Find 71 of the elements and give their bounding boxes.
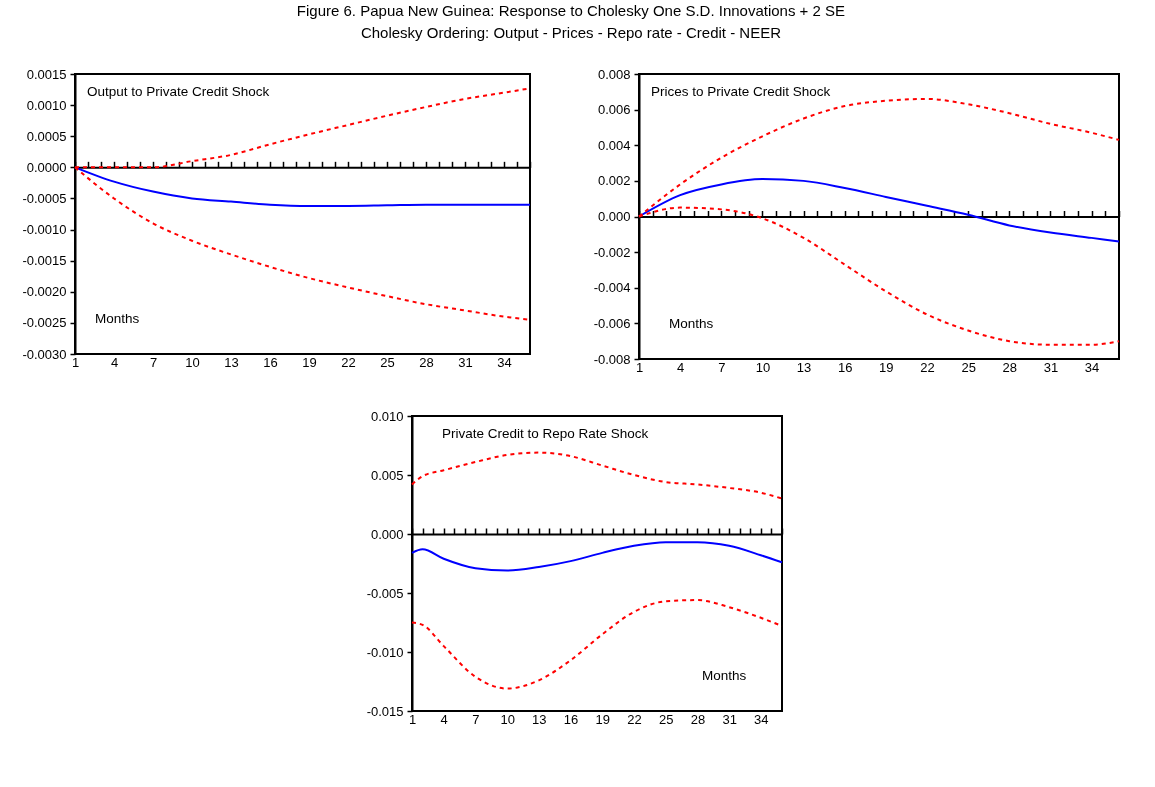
y-tick-label: -0.015 (366, 703, 404, 719)
text: Output to Private Credit Shock (87, 84, 270, 99)
y-tick-label: 0.002 (597, 173, 631, 189)
x-tick-label: 25 (961, 359, 976, 375)
x-tick-label: 19 (595, 711, 611, 727)
x-tick-label: 10 (755, 359, 771, 375)
y-tick-label: -0.008 (593, 351, 631, 367)
y-tick-label: -0.004 (593, 280, 631, 296)
x-tick-label: 1 (408, 711, 417, 727)
x-tick-label: 22 (920, 359, 935, 375)
x-tick-label: 16 (263, 354, 278, 370)
y-tick-label: -0.0030 (22, 346, 67, 362)
x-tick-label: 34 (754, 711, 769, 727)
x-tick-label: 34 (1084, 359, 1100, 375)
x-tick-label: 31 (722, 711, 737, 727)
y-tick-label: -0.0020 (22, 284, 67, 300)
x-tick-label: 16 (563, 711, 579, 727)
x-tick-label: 28 (690, 711, 706, 727)
x-tick-label: 13 (796, 359, 812, 375)
x-tick-label: 19 (302, 354, 317, 370)
x-tick-label: 34 (497, 354, 512, 370)
y-tick-label: -0.0010 (22, 222, 67, 238)
text: Prices to Private Credit Shock (651, 84, 831, 99)
x-tick-label: 31 (458, 354, 473, 370)
y-tick-label: 0.008 (597, 66, 631, 82)
y-tick-label: 0.000 (370, 526, 404, 542)
annotation: Months (95, 311, 140, 326)
x-tick-label: 1 (635, 359, 644, 375)
y-tick-label: -0.0005 (22, 190, 67, 206)
y-tick-label: -0.006 (593, 315, 631, 331)
y-tick-label: -0.010 (366, 644, 404, 660)
x-tick-label: 4 (110, 354, 119, 370)
x-tick-label: 7 (472, 711, 480, 727)
x-tick-label: 22 (627, 711, 642, 727)
y-tick-label: 0.0015 (26, 66, 67, 82)
y-tick-label: 0.010 (370, 408, 404, 424)
x-tick-label: 19 (879, 359, 894, 375)
annotation: Months (702, 668, 747, 683)
x-tick-label: 16 (837, 359, 853, 375)
x-tick-label: 13 (224, 354, 239, 370)
x-tick-label: 7 (149, 354, 158, 370)
y-tick-label: -0.0025 (22, 315, 67, 331)
y-tick-label: 0.006 (597, 102, 631, 118)
x-tick-label: 28 (419, 354, 434, 370)
text: Private Credit to Repo Rate Shock (442, 426, 649, 441)
caption: Figure 6. Papua New Guinea: Response to Cholesky One S.D. Innovations + 2 SE (296, 2, 846, 19)
y-tick-label: 0.0005 (26, 128, 67, 144)
y-tick-label: 0.000 (597, 209, 631, 224)
x-tick-label: 4 (440, 711, 448, 727)
line-series (411, 451, 783, 500)
x-tick-label: 4 (677, 359, 685, 375)
x-tick-label: 22 (341, 354, 356, 370)
x-tick-label: 1 (71, 354, 80, 370)
x-tick-label: 7 (718, 359, 726, 375)
y-tick-label: 0.004 (597, 137, 631, 153)
annotation: Months (669, 316, 714, 331)
y-tick-label: -0.005 (366, 585, 404, 601)
y-tick-label: 0.0010 (26, 97, 67, 113)
x-tick-label: 10 (500, 711, 515, 727)
line-series (411, 541, 783, 572)
y-tick-label: 0.005 (370, 467, 404, 483)
x-tick-label: 25 (658, 711, 674, 727)
y-tick-label: 0.0000 (26, 159, 67, 175)
y-tick-label: -0.0015 (22, 253, 67, 269)
y-tick-label: -0.002 (593, 244, 631, 260)
x-tick-label: 31 (1043, 359, 1059, 375)
x-tick-label: 10 (185, 354, 200, 370)
text: Cholesky Ordering: Output - Prices - Repo rate - Credit - NEER (360, 24, 782, 41)
x-tick-label: 13 (532, 711, 547, 727)
x-tick-label: 28 (1002, 359, 1018, 375)
x-tick-label: 25 (380, 354, 395, 370)
